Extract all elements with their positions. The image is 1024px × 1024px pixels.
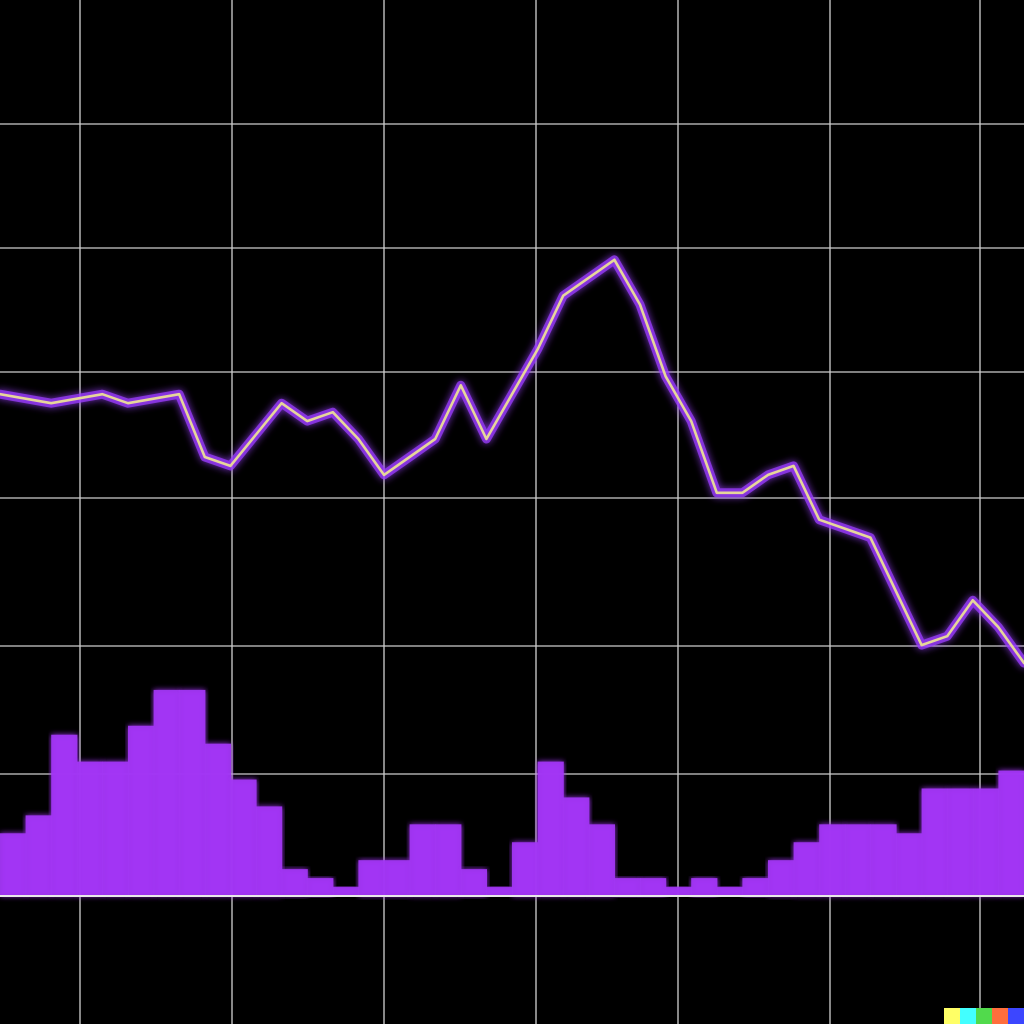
line-point (204, 456, 206, 458)
line-point (562, 294, 564, 297)
bar (332, 887, 359, 896)
bar (972, 788, 999, 896)
line-point (844, 527, 846, 530)
bar (614, 878, 641, 896)
line-point (332, 411, 334, 413)
bar (102, 761, 129, 896)
bar (460, 869, 487, 896)
bar (947, 788, 974, 896)
line-point (460, 384, 462, 387)
bar (25, 815, 52, 896)
bar (281, 869, 308, 896)
bar (665, 887, 692, 896)
line-point (383, 474, 385, 476)
bar (51, 734, 78, 896)
bar (563, 797, 590, 896)
line-series-path (0, 258, 1024, 665)
line-point (920, 644, 923, 646)
bar (742, 878, 769, 896)
bar (409, 824, 436, 896)
watermark-block (992, 1008, 1008, 1024)
line-point (485, 438, 488, 440)
bar (588, 824, 615, 896)
bar (384, 860, 411, 896)
bar (870, 824, 897, 896)
bar (998, 770, 1024, 896)
watermark-block (1008, 1008, 1024, 1024)
bar (921, 788, 948, 896)
line-series-glow (0, 255, 1024, 668)
line-point (306, 420, 309, 422)
watermark-block (976, 1008, 992, 1024)
line-point (229, 465, 232, 467)
line-point (434, 438, 437, 440)
bar (486, 887, 513, 896)
line-point (127, 402, 129, 405)
line-point (818, 518, 820, 521)
line-point (639, 303, 641, 306)
watermark-block (960, 1008, 976, 1024)
line-point (946, 635, 948, 637)
line-point (997, 626, 1000, 628)
line-point (792, 465, 795, 467)
bar (358, 860, 385, 896)
line-point (869, 536, 872, 539)
bar (768, 860, 795, 896)
line-point (741, 492, 744, 494)
line-point (50, 402, 52, 405)
bar (153, 689, 180, 896)
bar (896, 833, 923, 896)
bar-series (0, 689, 1024, 896)
line-point (895, 590, 897, 593)
line-point (0, 393, 1, 396)
bar (230, 779, 257, 896)
line-point (767, 474, 769, 476)
line-point (101, 393, 104, 396)
line-point (280, 402, 283, 405)
bar (819, 824, 846, 896)
line-point (716, 492, 718, 494)
bar (844, 824, 871, 896)
bar (512, 842, 539, 896)
bar (793, 842, 820, 896)
bar (256, 806, 283, 896)
watermark-block (944, 1008, 960, 1024)
bar (716, 887, 743, 896)
line-point (690, 420, 692, 422)
bar (307, 878, 334, 896)
bar (204, 743, 231, 896)
line-point (178, 393, 180, 396)
line-point (972, 599, 974, 602)
bar (179, 689, 206, 896)
watermark-color-strip (944, 1008, 1024, 1024)
bar (537, 761, 564, 896)
bar (0, 833, 27, 896)
line-series (0, 255, 1024, 668)
bar (435, 824, 462, 896)
bar (691, 878, 718, 896)
line-point (613, 259, 616, 261)
line-point (357, 438, 360, 440)
bar (128, 725, 155, 896)
line-point (408, 456, 411, 458)
line-point (536, 348, 539, 351)
bar (640, 878, 667, 896)
line-point (511, 393, 513, 396)
line-point (664, 375, 667, 378)
bar (76, 761, 103, 896)
